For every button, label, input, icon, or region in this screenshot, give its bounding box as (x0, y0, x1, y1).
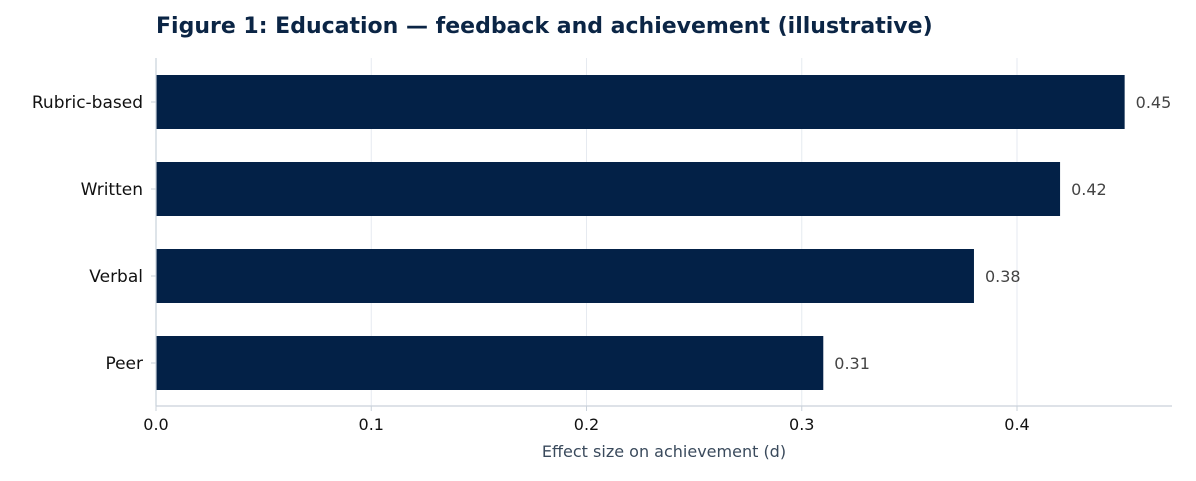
bar (156, 162, 1061, 216)
value-labels: 0.45 0.42 0.38 0.31 (834, 93, 1171, 373)
x-tick-label: 0.1 (359, 415, 384, 434)
value-label: 0.42 (1071, 180, 1107, 199)
value-label: 0.38 (985, 267, 1021, 286)
x-tick-label: 0.2 (574, 415, 599, 434)
x-tick-label: 0.4 (1004, 415, 1029, 434)
bars (156, 75, 1125, 390)
category-labels: Rubric-based Written Verbal Peer (32, 93, 143, 374)
value-label: 0.45 (1136, 93, 1172, 112)
category-label: Verbal (89, 267, 143, 287)
category-label: Written (81, 180, 143, 200)
x-axis-title: Effect size on achievement (d) (542, 442, 786, 461)
category-label: Peer (105, 354, 143, 374)
category-label: Rubric-based (32, 93, 143, 113)
value-label: 0.31 (834, 354, 870, 373)
bar (156, 336, 824, 390)
bar (156, 75, 1125, 129)
bar (156, 249, 974, 303)
x-tick-label: 0.3 (789, 415, 814, 434)
x-ticks: 0.0 0.1 0.2 0.3 0.4 (143, 406, 1030, 434)
x-tick-label: 0.0 (143, 415, 168, 434)
axes (151, 58, 1172, 407)
chart-title: Figure 1: Education — feedback and achie… (156, 14, 933, 39)
